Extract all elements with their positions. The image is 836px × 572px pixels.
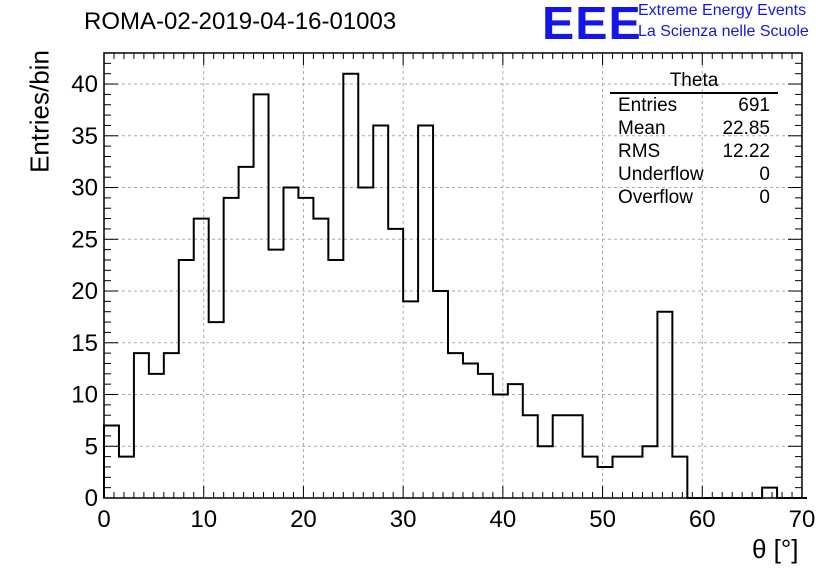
histogram-bar — [568, 415, 583, 498]
x-tick-label: 0 — [97, 506, 110, 533]
stats-label: Underflow — [618, 164, 704, 185]
y-tick-label: 20 — [71, 278, 98, 305]
logo-line-1: Extreme Energy Events — [638, 2, 807, 19]
histogram-bar — [254, 94, 269, 498]
y-tick-label: 35 — [71, 123, 98, 150]
x-tick-label: 20 — [290, 506, 317, 533]
histogram-bar — [433, 291, 448, 498]
stats-row: Entries 691 — [610, 94, 778, 117]
histogram-bar — [134, 353, 149, 498]
stats-title: Theta — [610, 70, 778, 94]
y-tick-label: 15 — [71, 330, 98, 357]
y-tick-label: 0 — [85, 485, 98, 512]
histogram-bar — [463, 363, 478, 498]
histogram-bar — [628, 457, 643, 498]
histogram-bar — [418, 125, 433, 498]
histogram-bar — [613, 457, 628, 498]
histogram-bar — [224, 198, 239, 498]
histogram-bar — [104, 426, 119, 498]
y-tick-label: 30 — [71, 175, 98, 202]
histogram-bar — [209, 322, 224, 498]
histogram-bar — [493, 395, 508, 498]
y-axis-label: Entries/bin — [24, 50, 55, 173]
stats-label: Entries — [618, 95, 678, 116]
histogram-bar — [179, 260, 194, 498]
histogram-bar — [403, 301, 418, 498]
histogram-bar — [149, 374, 164, 498]
histogram-bar — [508, 384, 523, 498]
x-tick-label: 10 — [190, 506, 217, 533]
stats-value: 0 — [759, 164, 770, 185]
histogram-bar — [269, 250, 284, 498]
eee-logo-icon: EEE — [542, 0, 642, 49]
x-axis-label: θ [°] — [752, 534, 799, 564]
x-tick-label: 40 — [490, 506, 517, 533]
histogram-bar — [657, 312, 672, 498]
histogram-bar — [523, 415, 538, 498]
histogram-bar — [313, 219, 328, 498]
stats-label: Overflow — [618, 187, 693, 208]
plot-title: ROMA-02-2019-04-16-01003 — [84, 8, 397, 35]
stats-row: RMS 12.22 — [610, 140, 778, 163]
histogram-bar — [762, 488, 777, 498]
stats-label: Mean — [618, 118, 666, 139]
y-tick-label: 40 — [71, 71, 98, 98]
histogram-bar — [328, 260, 343, 498]
y-tick-label: 25 — [71, 226, 98, 253]
histogram-bar — [672, 457, 687, 498]
stats-row: Mean 22.85 — [610, 117, 778, 140]
histogram-bar — [478, 374, 493, 498]
histogram-bar — [448, 353, 463, 498]
histogram-bar — [298, 198, 313, 498]
histogram-bar — [538, 446, 553, 498]
histogram-bar — [119, 457, 134, 498]
x-tick-label: 60 — [689, 506, 716, 533]
histogram-bar — [583, 457, 598, 498]
x-tick-label: 30 — [390, 506, 417, 533]
histogram-bar — [358, 188, 373, 498]
histogram-bar — [373, 125, 388, 498]
histogram-bar — [388, 229, 403, 498]
x-tick-label: 50 — [589, 506, 616, 533]
stats-row: Overflow 0 — [610, 186, 778, 209]
histogram-bar — [239, 167, 254, 498]
histogram-bar — [642, 446, 657, 498]
stats-label: RMS — [618, 141, 661, 162]
stats-value: 0 — [759, 187, 770, 208]
histogram-bar — [598, 467, 613, 498]
stats-value: 22.85 — [722, 118, 770, 139]
histogram-bar — [164, 353, 179, 498]
y-tick-label: 10 — [71, 382, 98, 409]
stats-value: 691 — [738, 95, 770, 116]
histogram-bar — [553, 415, 568, 498]
histogram-bar — [194, 219, 209, 498]
logo-line-2: La Scienza nelle Scuole — [638, 23, 809, 40]
histogram-bar — [343, 74, 358, 498]
y-tick-label: 5 — [85, 433, 98, 460]
stats-row: Underflow 0 — [610, 163, 778, 186]
stats-value: 12.22 — [722, 141, 770, 162]
histogram-bar — [283, 188, 298, 498]
x-tick-label: 70 — [789, 506, 816, 533]
histogram-series-line — [103, 72, 807, 499]
stats-box: Theta Entries 691 Mean 22.85 RMS 12.22 Unde… — [610, 70, 778, 209]
